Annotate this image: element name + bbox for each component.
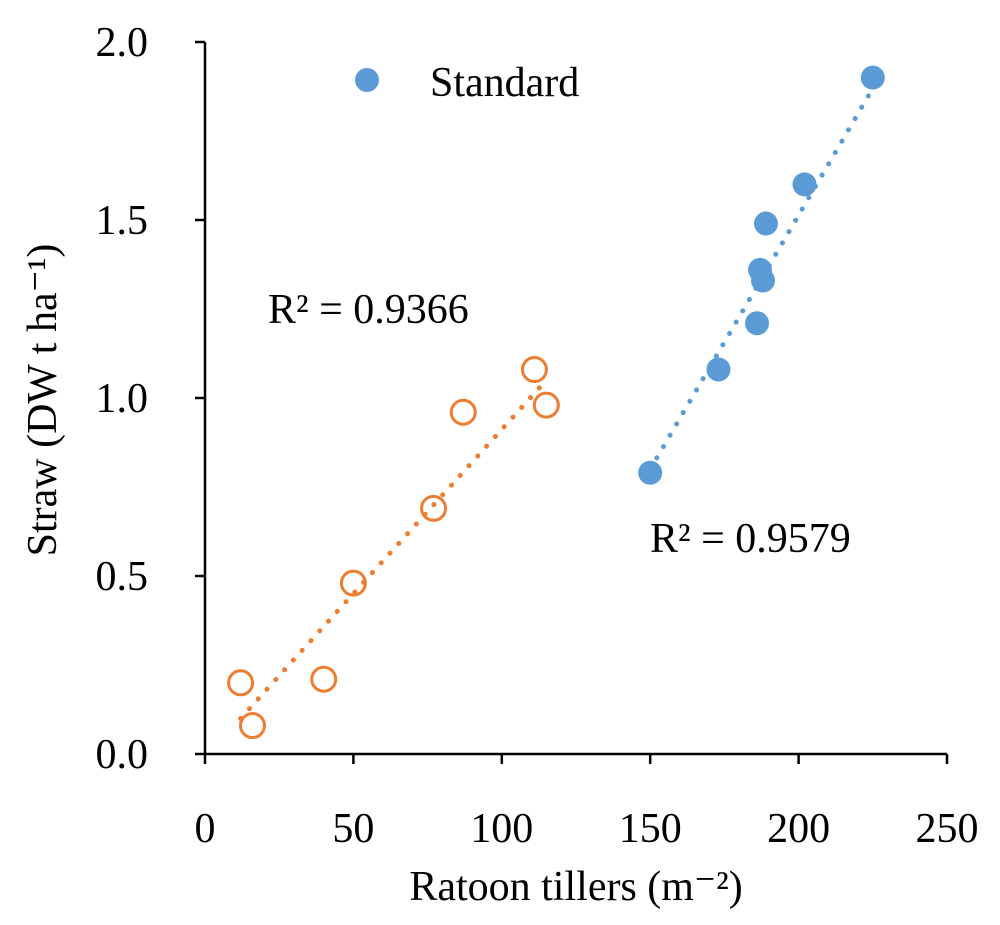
data-point xyxy=(860,65,885,90)
trendline-1 xyxy=(238,377,549,721)
y-tick-label: 1.5 xyxy=(96,198,149,244)
legend: Standard xyxy=(355,60,579,106)
y-axis-title: Straw (DW t ha⁻¹) xyxy=(20,244,66,557)
r2-labels: R² = 0.9579 R² = 0.9366 xyxy=(268,287,851,562)
plot-area: 0 50 100 150 200 250 0.0 0.5 1.0 1.5 2.0 R² = 0.95… xyxy=(96,20,979,852)
y-tick-label: 0.0 xyxy=(96,732,149,778)
data-point xyxy=(449,398,477,426)
data-point xyxy=(750,268,775,293)
data-point xyxy=(706,357,731,382)
legend-marker-standard xyxy=(355,68,379,92)
data-point xyxy=(227,669,255,697)
x-axis-title: Ratoon tillers (m⁻²) xyxy=(409,864,742,910)
x-tick-label: 100 xyxy=(470,806,533,852)
data-point xyxy=(520,356,548,384)
x-tick-label: 50 xyxy=(332,806,374,852)
x-tick-label: 200 xyxy=(767,806,830,852)
x-tick-label: 0 xyxy=(195,806,216,852)
data-point xyxy=(745,311,770,336)
data-point xyxy=(420,494,448,522)
data-point xyxy=(238,712,266,740)
data-point xyxy=(532,391,560,419)
data-point xyxy=(310,665,338,693)
legend-label-standard: Standard xyxy=(430,60,579,106)
r2-label: R² = 0.9366 xyxy=(268,287,469,333)
data-point xyxy=(339,569,367,597)
y-tick-label: 1.0 xyxy=(96,376,149,422)
axis-ticks: 0 50 100 150 200 250 0.0 0.5 1.0 1.5 2.0 xyxy=(96,20,979,852)
data-point xyxy=(753,211,778,236)
x-tick-label: 250 xyxy=(916,806,979,852)
r2-label: R² = 0.9579 xyxy=(650,516,851,562)
x-tick-label: 150 xyxy=(619,806,682,852)
data-markers xyxy=(227,65,885,740)
y-tick-label: 2.0 xyxy=(96,20,149,66)
data-point xyxy=(792,172,817,197)
y-tick-label: 0.5 xyxy=(96,554,149,600)
data-point xyxy=(638,460,663,485)
